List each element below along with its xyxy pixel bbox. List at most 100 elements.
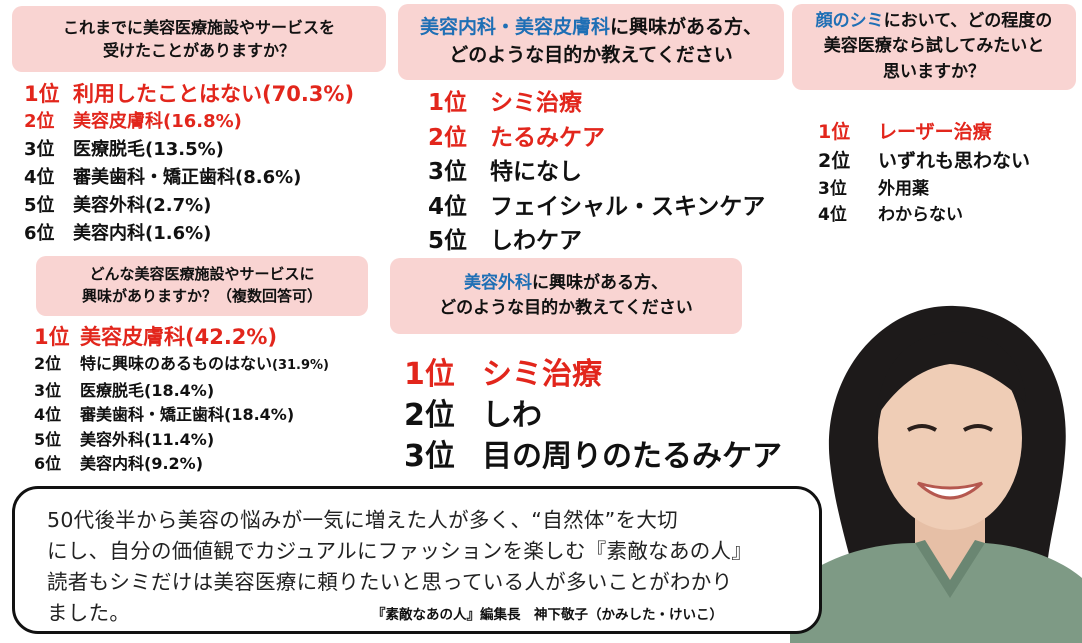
list-item: 5位 美容外科(11.4%) [34, 428, 329, 453]
question-line: 美容医療なら試してみたいと [823, 36, 1045, 57]
rank-label: 2位 [24, 111, 55, 132]
rank-label: 5位 [24, 195, 55, 216]
comment-credit: 『素敵なあの人』編集長 神下敬子（かみした・けいこ） [372, 607, 723, 623]
question-box-past-use: これまでに美容医療施設やサービスを 受けたことがありますか？ [12, 6, 386, 72]
item-label: 特に興味のあるものはない [80, 354, 273, 373]
rank-label: 3位 [428, 159, 468, 185]
ranking-list-surgery-purpose: 1位 シミ治療 2位 しわ 3位 目の周りのたるみケア [404, 354, 782, 477]
comment-line: 50代後半から美容の悩みが一気に増えた人が多く、“自然体”を大切 [47, 508, 678, 532]
portrait-illustration [790, 288, 1082, 643]
question-text: において、どの程度の [883, 10, 1053, 31]
item-percent: (9.2%) [144, 454, 204, 473]
rank-label: 2位 [428, 124, 468, 151]
item-label: 美容内科 [80, 454, 145, 473]
list-item: 3位 外用薬 [818, 176, 1030, 202]
item-label: 審美歯科・矯正歯科 [80, 405, 225, 424]
ranking-list-dermatology-purpose: 1位 シミ治療 2位 たるみケア 3位 特になし 4位 フェイシャル・スキンケア 5位し… [428, 86, 765, 259]
list-item: 2位 美容皮膚科(16.8%) [24, 108, 354, 136]
item-percent: (16.8%) [163, 111, 242, 132]
question-line: どのような目的か教えてください [449, 44, 733, 66]
item-percent: (13.5%) [145, 139, 224, 160]
list-item: 5位 美容外科(2.7%) [24, 192, 354, 220]
item-label: しわ [482, 398, 542, 433]
question-text: に興味がある方、 [610, 16, 763, 39]
item-percent: (1.6%) [145, 223, 212, 244]
item-percent: (42.2%) [185, 325, 278, 349]
item-label: 外用薬 [878, 179, 929, 199]
rank-label: 1位 [34, 325, 70, 349]
item-label: 審美歯科・矯正歯科 [73, 167, 235, 188]
question-line: 興味がありますか？（複数回答可） [81, 287, 322, 305]
item-percent: (8.6%) [235, 167, 302, 188]
question-line: 美容外科に興味がある方、 [390, 271, 742, 296]
item-label: 医療脱毛 [80, 380, 145, 400]
list-item: 3位 医療脱毛(13.5%) [24, 136, 354, 164]
item-percent: (31.9%) [272, 358, 329, 373]
rank-label: 4位 [818, 205, 847, 225]
rank-label: 5位 [428, 228, 468, 254]
question-box-spot-treatment: 顔のシミにおいて、どの程度の 美容医療なら試してみたいと 思いますか？ [792, 4, 1076, 90]
list-item: 2位 しわ [404, 395, 782, 436]
question-line: 美容内科・美容皮膚科に興味がある方、 [398, 14, 784, 42]
rank-label: 3位 [818, 179, 847, 199]
list-item: 1位 美容皮膚科(42.2%) [34, 322, 329, 352]
list-item: 4位 わからない [818, 202, 1030, 228]
item-label: 美容皮膚科 [80, 325, 185, 349]
item-percent: (2.7%) [145, 195, 212, 216]
comment-bubble: 50代後半から美容の悩みが一気に増えた人が多く、“自然体”を大切 にし、自分の価… [12, 486, 822, 634]
list-item: 1位 シミ治療 [404, 354, 782, 395]
item-label: 利用したことはない [73, 82, 262, 106]
list-item: 1位 シミ治療 [428, 86, 765, 121]
list-item: 2位 いずれも思わない [818, 147, 1030, 176]
question-highlight: 顔のシミ [815, 10, 884, 31]
question-highlight: 美容内科・美容皮膚科 [419, 16, 610, 39]
question-line: 顔のシミにおいて、どの程度の [792, 9, 1076, 35]
item-label: 特になし [490, 159, 582, 185]
list-item: 2位 たるみケア [428, 121, 765, 156]
item-label: シミ治療 [482, 357, 602, 392]
question-text: に興味がある方、 [532, 273, 668, 294]
question-line: 思いますか？ [883, 61, 985, 82]
comment-text: 50代後半から美容の悩みが一気に増えた人が多く、“自然体”を大切 にし、自分の価… [47, 505, 779, 629]
ranking-list-spot-treatment: 1位 レーザー治療 2位 いずれも思わない 3位 外用薬 4位 わからない [818, 118, 1030, 228]
item-percent: (18.4%) [144, 380, 215, 400]
ranking-list-interest: 1位 美容皮膚科(42.2%) 2位 特に興味のあるものはない(31.9%) 3位医… [34, 322, 329, 477]
rank-label: 1位 [24, 82, 60, 106]
item-label: たるみケア [490, 124, 605, 151]
question-highlight: 美容外科 [464, 273, 532, 294]
portrait-photo-icon [790, 288, 1082, 643]
item-label: 美容外科 [73, 195, 145, 216]
question-box-interest: どんな美容医療施設やサービスに 興味がありますか？（複数回答可） [36, 256, 368, 316]
rank-label: 5位 [34, 429, 62, 449]
item-label: レーザー治療 [878, 121, 992, 143]
comment-line: 読者もシミだけは美容医療に頼りたいと思っている人が多いことがわかり [47, 570, 733, 594]
item-label: フェイシャル・スキンケア [490, 193, 766, 220]
list-item: 3位 特になし [428, 155, 765, 190]
item-label: 目の周りのたるみケア [482, 439, 782, 474]
rank-label: 3位 [34, 380, 62, 400]
list-item: 2位 特に興味のあるものはない(31.9%) [34, 352, 329, 379]
question-line: どんな美容医療施設やサービスに [89, 265, 315, 284]
question-line: 受けたことがありますか？ [102, 41, 295, 60]
rank-label: 1位 [818, 121, 851, 143]
item-label: いずれも思わない [878, 150, 1031, 172]
comment-line: にし、自分の価値観でカジュアルにファッションを楽しむ『素敵なあの人』 [47, 539, 753, 563]
question-box-dermatology-purpose: 美容内科・美容皮膚科に興味がある方、 どのような目的か教えてください [398, 4, 784, 80]
list-item: 4位 審美歯科・矯正歯科(18.4%) [34, 403, 329, 428]
list-item: 4位 フェイシャル・スキンケア [428, 190, 765, 225]
rank-label: 3位 [404, 439, 455, 474]
rank-label: 6位 [24, 223, 55, 244]
question-line: どのような目的か教えてください [439, 298, 693, 318]
rank-label: 4位 [34, 405, 62, 424]
item-label: 医療脱毛 [73, 139, 145, 160]
item-label: 美容外科 [80, 429, 145, 449]
rank-label: 4位 [428, 193, 468, 220]
rank-label: 4位 [24, 167, 55, 188]
list-item: 6位 美容内科(9.2%) [34, 452, 329, 477]
rank-label: 3位 [24, 139, 55, 160]
question-box-surgery-purpose: 美容外科に興味がある方、 どのような目的か教えてください [390, 258, 742, 334]
rank-label: 1位 [404, 357, 455, 392]
item-label: わからない [878, 205, 963, 225]
list-item: 3位 医療脱毛(18.4%) [34, 379, 329, 404]
